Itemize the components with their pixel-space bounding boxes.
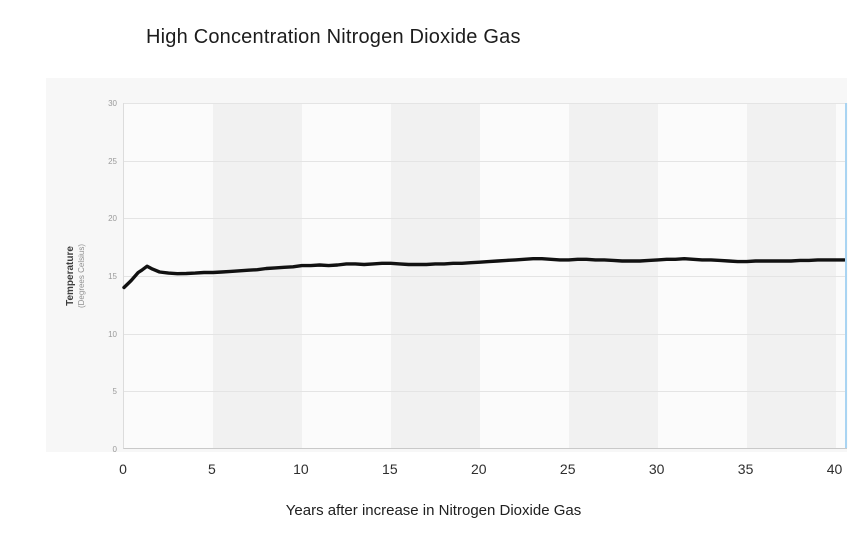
gridline <box>124 160 847 162</box>
gridline <box>124 391 847 393</box>
y-tick-label: 10 <box>108 329 117 339</box>
graph-panel: Temperature (Degrees Celsius) 0 5 10 15 20 25… <box>46 78 848 454</box>
y-tick-label: 25 <box>108 156 117 166</box>
gridline <box>124 218 847 220</box>
gridline <box>124 103 847 104</box>
x-tick-label: 20 <box>470 461 487 477</box>
plot-band <box>746 103 836 448</box>
y-tick-label: 0 <box>112 445 117 454</box>
plot-band <box>568 103 658 448</box>
y-axis-label-main: Temperature <box>65 246 76 306</box>
x-tick-label: 5 <box>208 461 216 477</box>
y-tick-label: 30 <box>108 99 117 108</box>
temperature-line-chart <box>122 256 847 290</box>
plot-band <box>657 103 747 448</box>
y-tick-label: 20 <box>108 214 117 224</box>
y-axis-label-sub: (Degrees Celsius) <box>76 243 86 309</box>
y-tick-label: 5 <box>112 387 117 397</box>
gridline <box>124 333 847 335</box>
plot-area <box>122 103 848 449</box>
y-tick-label: 15 <box>108 272 117 281</box>
gridline <box>124 276 847 277</box>
x-tick-label: 10 <box>293 461 309 477</box>
chart-title: High Concentration Nitrogen Dioxide Gas <box>146 26 521 48</box>
plot-band <box>390 103 480 448</box>
plot-band <box>212 103 302 448</box>
x-tick-label: 15 <box>382 461 398 477</box>
x-tick-label: 35 <box>737 461 754 477</box>
x-tick-label: 25 <box>559 461 576 477</box>
x-tick-label: 30 <box>648 461 665 477</box>
plot-band <box>301 103 391 448</box>
time-cursor-line[interactable] <box>844 103 848 448</box>
plot-band <box>479 103 569 448</box>
x-tick-label: 0 <box>119 461 127 477</box>
x-axis-ticks: 0 5 10 15 20 25 30 35 40 <box>0 461 867 479</box>
plot-band <box>124 103 213 448</box>
x-axis-label: Years after increase in Nitrogen Dioxide… <box>285 502 582 519</box>
x-tick-label: 40 <box>826 461 843 477</box>
